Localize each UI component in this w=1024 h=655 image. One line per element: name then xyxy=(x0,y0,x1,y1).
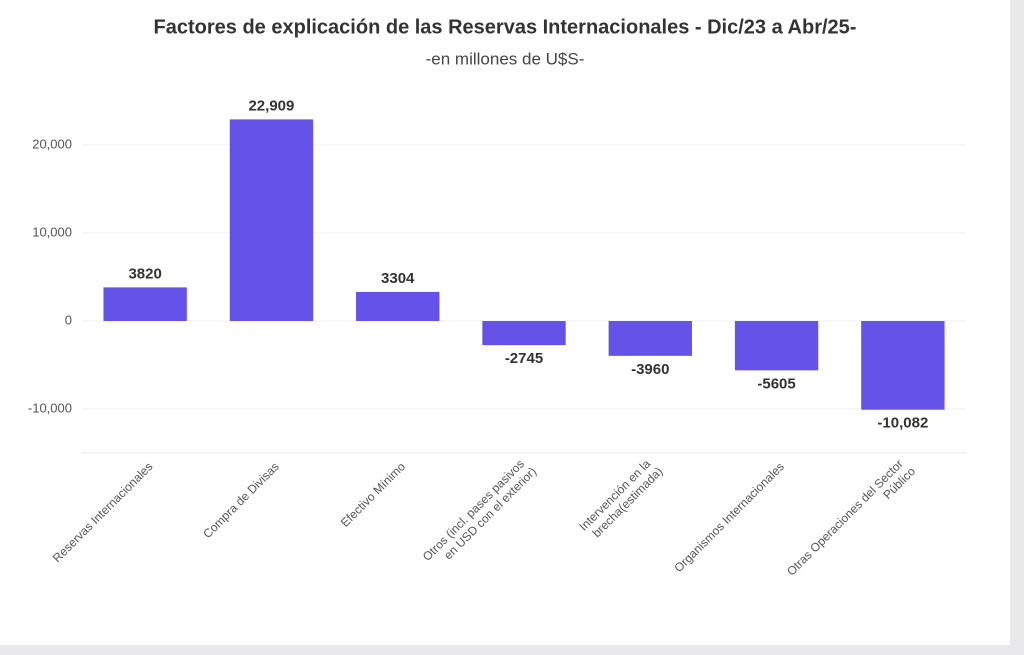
value-label: -3960 xyxy=(631,361,669,378)
y-tick-label: 20,000 xyxy=(32,136,72,151)
y-tick-label: 10,000 xyxy=(32,224,72,239)
bar xyxy=(608,321,692,356)
value-label: -2745 xyxy=(505,350,543,367)
y-tick-label: 0 xyxy=(65,312,72,327)
value-label: 3304 xyxy=(381,270,415,287)
value-label: -5605 xyxy=(757,375,795,392)
bar xyxy=(482,321,566,346)
value-label: 22,909 xyxy=(248,97,294,114)
chart-title: Factores de explicación de las Reservas … xyxy=(154,16,857,38)
bar xyxy=(734,321,819,371)
bar xyxy=(861,321,945,410)
chart-subtitle: -en millones de U$S- xyxy=(426,49,585,68)
bar xyxy=(356,291,440,321)
y-tick-label: -10,000 xyxy=(28,400,72,415)
bar xyxy=(103,287,187,321)
value-label: -10,082 xyxy=(877,415,928,432)
bar xyxy=(229,119,314,321)
value-label: 3820 xyxy=(128,265,161,282)
